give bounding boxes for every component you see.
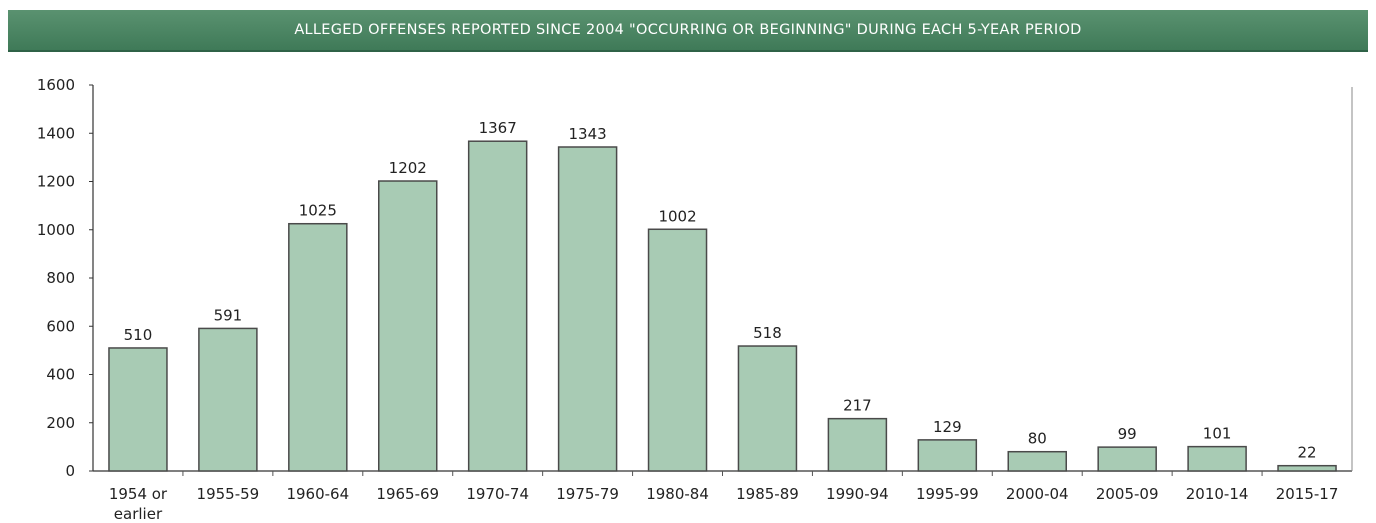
y-tick-label: 1000 xyxy=(37,221,75,239)
x-tick-label: 1975-79 xyxy=(556,485,619,503)
bar xyxy=(917,439,978,472)
bar xyxy=(467,140,528,472)
bar-value-label: 1202 xyxy=(389,159,427,177)
y-tick-label: 1200 xyxy=(37,173,75,191)
x-tick-label: 1954 or xyxy=(109,485,168,503)
bar-value-label: 217 xyxy=(843,397,872,415)
bar xyxy=(288,222,348,472)
bar xyxy=(737,345,798,472)
y-tick-label: 0 xyxy=(65,462,75,480)
x-tick-label: 1970-74 xyxy=(466,485,529,503)
bar-value-label: 1367 xyxy=(479,119,517,137)
bar xyxy=(827,417,888,472)
x-tick-label: 2005-09 xyxy=(1096,485,1159,503)
bar xyxy=(1187,445,1247,472)
chart-title: ALLEGED OFFENSES REPORTED SINCE 2004 "OC… xyxy=(294,22,1082,38)
x-tick-label: 1955-59 xyxy=(197,485,260,503)
bar-value-label: 1343 xyxy=(569,125,607,143)
bar xyxy=(557,146,618,472)
bar-value-label: 1002 xyxy=(658,207,696,225)
x-tick-label: 1985-89 xyxy=(736,485,799,503)
x-tick-label: 2000-04 xyxy=(1006,485,1069,503)
x-tick-label: 1960-64 xyxy=(286,485,349,503)
x-tick-label: 2015-17 xyxy=(1276,485,1339,503)
x-tick-label: 1965-69 xyxy=(376,485,439,503)
bar-value-label: 101 xyxy=(1203,425,1232,443)
y-tick-label: 200 xyxy=(46,414,75,432)
y-tick-label: 600 xyxy=(46,317,75,335)
bar xyxy=(1097,446,1157,472)
y-tick-label: 400 xyxy=(46,366,75,384)
y-tick-label: 1400 xyxy=(37,124,75,142)
bar xyxy=(647,228,708,472)
bar-value-label: 510 xyxy=(124,326,153,344)
x-tick-label: 1990-94 xyxy=(826,485,889,503)
bar xyxy=(1007,450,1067,472)
bar-value-label: 1025 xyxy=(299,202,337,220)
x-tick-label: 1995-99 xyxy=(916,485,979,503)
x-tick-label: 2010-14 xyxy=(1186,485,1249,503)
x-tick-label: earlier xyxy=(114,505,163,523)
bar-value-label: 22 xyxy=(1297,444,1316,462)
bar xyxy=(108,347,168,472)
bar xyxy=(378,180,438,472)
bar-value-label: 99 xyxy=(1118,425,1137,443)
bar-value-label: 591 xyxy=(214,306,243,324)
x-tick-label: 1980-84 xyxy=(646,485,709,503)
bar xyxy=(1277,464,1337,472)
bar-value-label: 129 xyxy=(933,418,962,436)
y-tick-label: 800 xyxy=(46,269,75,287)
bar-value-label: 518 xyxy=(753,324,782,342)
chart-title-banner: ALLEGED OFFENSES REPORTED SINCE 2004 "OC… xyxy=(8,10,1368,52)
y-tick-label: 1600 xyxy=(37,76,75,94)
bar-value-label: 80 xyxy=(1028,430,1047,448)
bar xyxy=(198,327,258,472)
